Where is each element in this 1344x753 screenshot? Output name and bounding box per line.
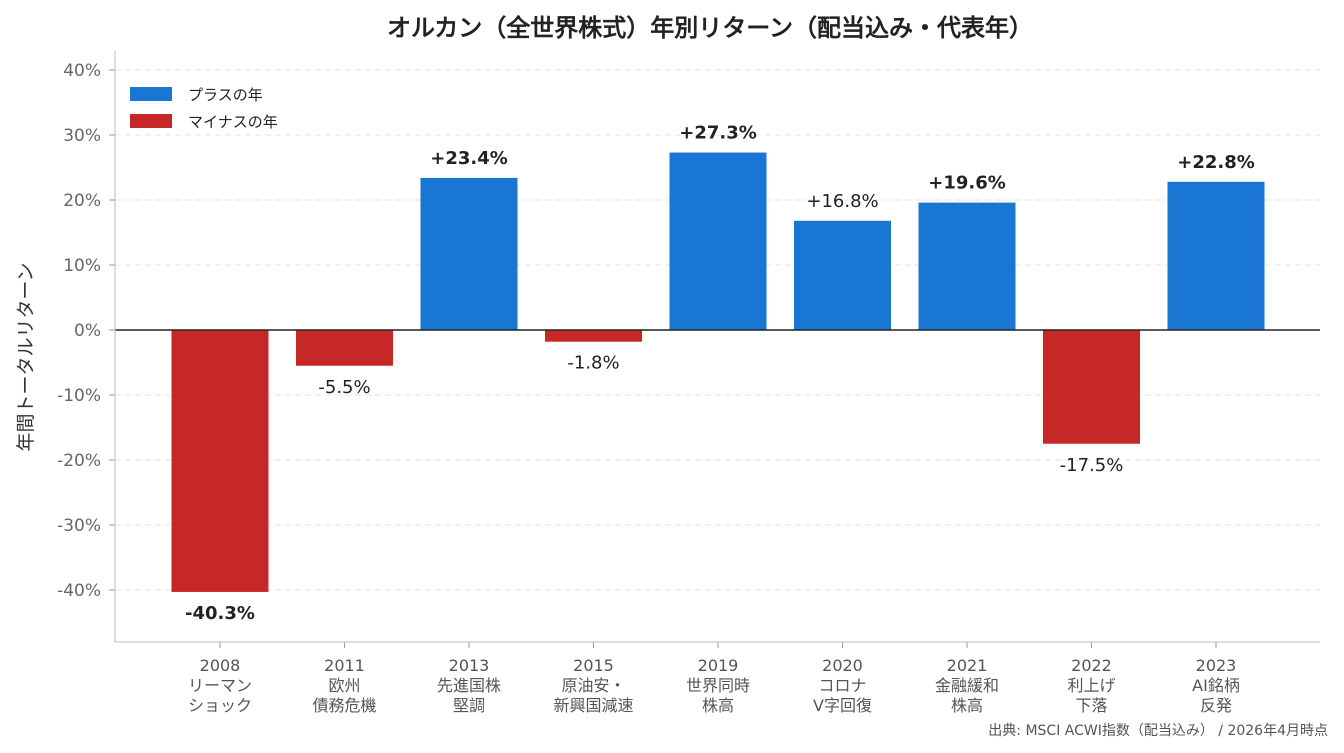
x-tick-label: リーマン [188,676,252,695]
x-tick-label: 株高 [951,696,983,715]
x-tick-label: 反発 [1200,696,1232,715]
bar [1167,181,1265,330]
y-tick-label: 20% [63,191,101,211]
data-label: +19.6% [928,173,1006,194]
legend-label: プラスの年 [188,86,263,104]
x-tick-label: 2013 [449,656,490,675]
bar [545,330,642,342]
x-tick-label: 2019 [698,656,739,675]
data-label: -40.3% [185,603,255,624]
x-tick-label: 堅調 [453,696,485,715]
y-tick-label: -30% [57,516,101,536]
x-tick-label: 利上げ [1067,676,1115,695]
y-tick-label: -40% [57,581,101,601]
y-tick-label: 40% [63,61,101,81]
bar [794,220,891,330]
x-tick-label: 下落 [1075,696,1107,715]
x-tick-label: 債務危機 [312,696,376,715]
y-tick-label: 30% [63,126,101,146]
bar [1043,330,1140,444]
bar [171,330,269,592]
x-tick-label: 原油安・ [561,676,625,695]
x-tick-label: AI銘柄 [1192,676,1240,695]
source-note: 出典: MSCI ACWI指数（配当込み） / 2026年4月時点 [988,723,1328,739]
x-tick-label: 2023 [1196,656,1237,675]
x-tick-label: 新興国減速 [553,696,633,715]
x-tick-label: 金融緩和 [935,676,999,695]
x-tick-label: V字回復 [813,696,872,715]
x-tick-label: 欧州 [328,676,360,695]
bar [296,330,393,366]
bar [918,202,1016,330]
data-label: +16.8% [806,191,878,212]
data-label: +23.4% [430,148,508,169]
x-tick-label: ショック [188,696,252,715]
x-tick-label: 2020 [822,656,863,675]
x-tick-label: コロナ [818,676,866,695]
x-tick-label: 株高 [702,696,734,715]
data-label: +27.3% [679,123,757,144]
x-tick-label: 世界同時 [686,676,750,695]
x-tick-label: 2015 [573,656,614,675]
legend-label: マイナスの年 [188,113,278,131]
chart-title: オルカン（全世界株式）年別リターン（配当込み・代表年） [387,14,1033,42]
y-tick-label: 0% [74,321,101,341]
legend-swatch [130,114,172,128]
data-label: -17.5% [1060,455,1124,476]
bar [420,177,518,330]
y-tick-label: -10% [57,386,101,406]
y-tick-label: 10% [63,256,101,276]
bar [669,152,767,330]
data-label: -1.8% [567,353,619,374]
y-axis-label: 年間トータルリターン [15,262,37,451]
data-label: +22.8% [1177,152,1255,173]
legend-swatch [130,87,172,101]
x-tick-label: 2008 [200,656,241,675]
x-tick-label: 2022 [1071,656,1112,675]
y-tick-label: -20% [57,451,101,471]
x-tick-label: 2021 [947,656,988,675]
data-label: -5.5% [318,377,370,398]
x-tick-label: 先進国株 [437,676,501,695]
x-tick-label: 2011 [324,656,365,675]
